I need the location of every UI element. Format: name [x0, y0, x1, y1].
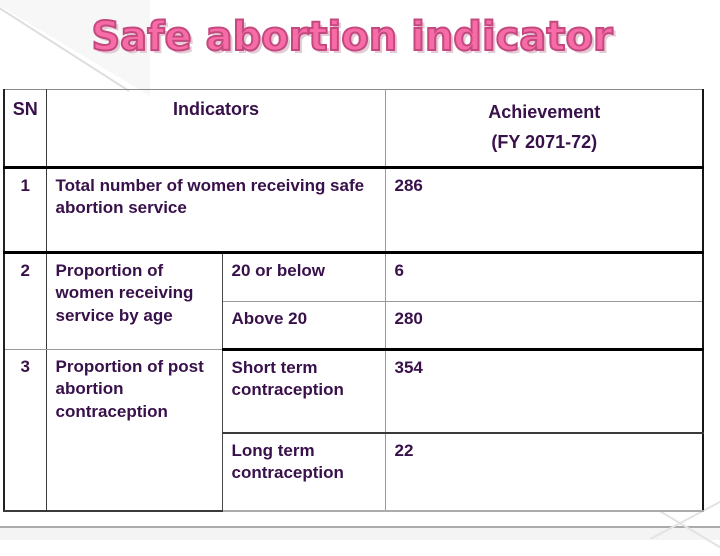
- row2-sub2-label: Above 20: [222, 301, 386, 351]
- indicators-table: SN Indicators Achievement (FY 2071-72) 1…: [3, 89, 704, 512]
- header-sn: SN: [4, 89, 47, 169]
- header-achievement: Achievement (FY 2071-72): [385, 89, 703, 169]
- table-row: 1 Total number of women receiving safe a…: [4, 167, 703, 254]
- row3-sub2-value: 22: [394, 440, 414, 460]
- row1-sn: 1: [4, 167, 47, 254]
- row1-indicator: Total number of women receiving safe abo…: [46, 167, 386, 254]
- table-row: 3 Proportion of post abortion contracept…: [4, 349, 703, 512]
- row3-sub2-label: Long term contraception: [222, 432, 386, 511]
- header-achievement-line1: Achievement: [488, 102, 601, 122]
- table-row: Above 20 280: [4, 301, 703, 351]
- row3-sub1-value: 354: [385, 349, 703, 434]
- page-title: Safe abortion indicator: [90, 13, 613, 61]
- table-header-row: SN Indicators Achievement (FY 2071-72): [4, 89, 703, 169]
- slide: { "slide": { "title": "Safe abortion ind…: [0, 6, 720, 556]
- header-achievement-line2: (FY 2071-72): [491, 131, 598, 152]
- row3-sub1-label: Short term contraception: [222, 349, 386, 434]
- table-row: Long term contraception 22: [4, 432, 703, 511]
- row2-sub1-label: 20 or below: [222, 252, 386, 302]
- row2-sn: 2: [4, 252, 47, 350]
- header-indicators: Indicators: [46, 89, 386, 169]
- row2-indicator: Proportion of women receiving service by…: [46, 252, 223, 350]
- row2-sub2-value: 280: [385, 301, 703, 351]
- table-row: 2 Proportion of women receiving service …: [4, 252, 703, 350]
- row1-value: 286: [385, 167, 703, 254]
- row3-sn: 3: [4, 349, 47, 512]
- row2-sub1-value: 6: [385, 252, 703, 302]
- row3-indicator: Proportion of post abortion contraceptio…: [46, 349, 223, 512]
- bottom-band: [0, 526, 720, 540]
